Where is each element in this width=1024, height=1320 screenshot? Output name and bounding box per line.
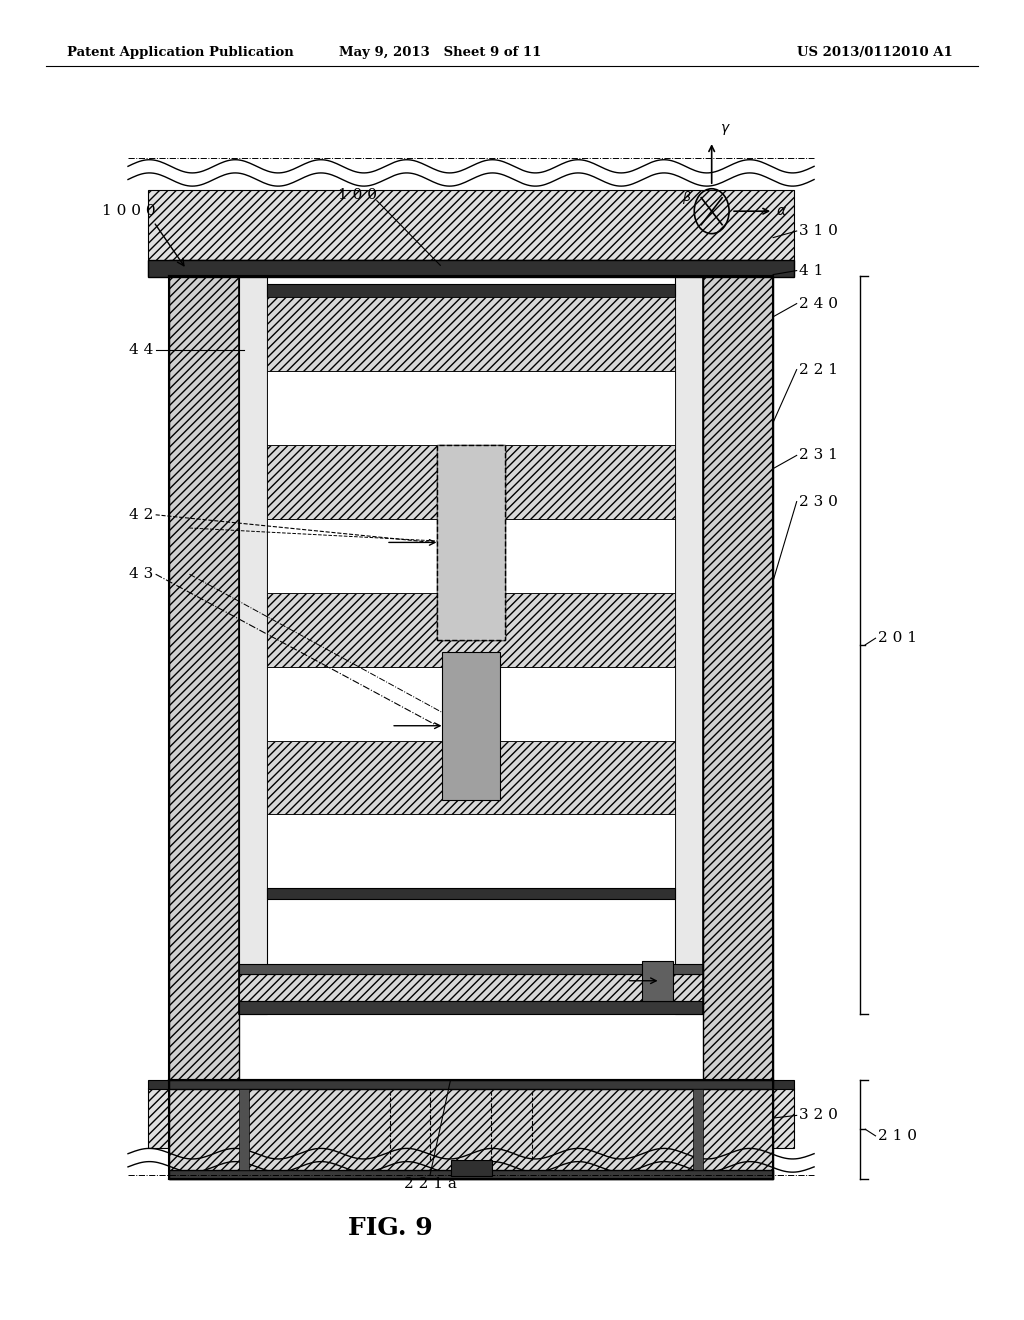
Text: 2 3 1: 2 3 1: [799, 449, 838, 462]
Text: 2 2 1: 2 2 1: [799, 363, 838, 376]
Bar: [148, 190, 794, 267]
Bar: [239, 1089, 249, 1170]
Bar: [239, 964, 703, 974]
Text: 2 3 0: 2 3 0: [799, 495, 838, 508]
Bar: [693, 1089, 703, 1170]
Bar: [267, 741, 675, 814]
Bar: [148, 267, 794, 276]
Text: FIG. 9: FIG. 9: [348, 1216, 433, 1239]
Bar: [239, 974, 703, 1001]
Bar: [437, 445, 505, 640]
Bar: [239, 1001, 703, 1014]
Text: 4 1: 4 1: [799, 264, 823, 277]
Bar: [451, 1160, 492, 1176]
Text: 4 2: 4 2: [129, 508, 154, 521]
Text: 2 1 0: 2 1 0: [878, 1129, 916, 1143]
Bar: [703, 276, 773, 1080]
Bar: [675, 276, 703, 1014]
Bar: [267, 297, 675, 371]
Text: 4 3: 4 3: [129, 568, 154, 581]
Bar: [267, 814, 675, 888]
Bar: [239, 276, 267, 1014]
Bar: [437, 445, 505, 640]
Text: 2 2 1 a: 2 2 1 a: [404, 1177, 458, 1191]
Bar: [169, 1080, 773, 1179]
Bar: [267, 284, 675, 297]
Text: $\gamma$: $\gamma$: [720, 121, 731, 137]
Bar: [267, 445, 675, 519]
Text: 4 4: 4 4: [129, 343, 154, 356]
Bar: [148, 1080, 794, 1089]
Text: 3 2 0: 3 2 0: [799, 1109, 838, 1122]
Bar: [267, 519, 675, 593]
Bar: [169, 1080, 773, 1089]
Bar: [169, 260, 773, 276]
Bar: [169, 276, 239, 1080]
Text: 2 0 1: 2 0 1: [878, 631, 916, 645]
Bar: [267, 371, 675, 445]
Bar: [642, 961, 673, 1001]
Text: Patent Application Publication: Patent Application Publication: [67, 46, 293, 59]
Bar: [267, 888, 675, 899]
Bar: [148, 1088, 794, 1148]
Bar: [267, 593, 675, 667]
Bar: [148, 260, 794, 277]
Bar: [267, 667, 675, 741]
Bar: [442, 652, 500, 800]
Text: 2 4 0: 2 4 0: [799, 297, 838, 310]
Text: 1 0 0 0: 1 0 0 0: [102, 205, 156, 218]
Text: US 2013/0112010 A1: US 2013/0112010 A1: [797, 46, 952, 59]
Text: $\alpha$: $\alpha$: [776, 205, 787, 218]
Text: 1 0 0: 1 0 0: [338, 189, 377, 202]
Text: May 9, 2013   Sheet 9 of 11: May 9, 2013 Sheet 9 of 11: [339, 46, 542, 59]
Text: $\beta$: $\beta$: [682, 190, 691, 206]
Text: 3 1 0: 3 1 0: [799, 224, 838, 238]
Bar: [169, 1170, 773, 1179]
